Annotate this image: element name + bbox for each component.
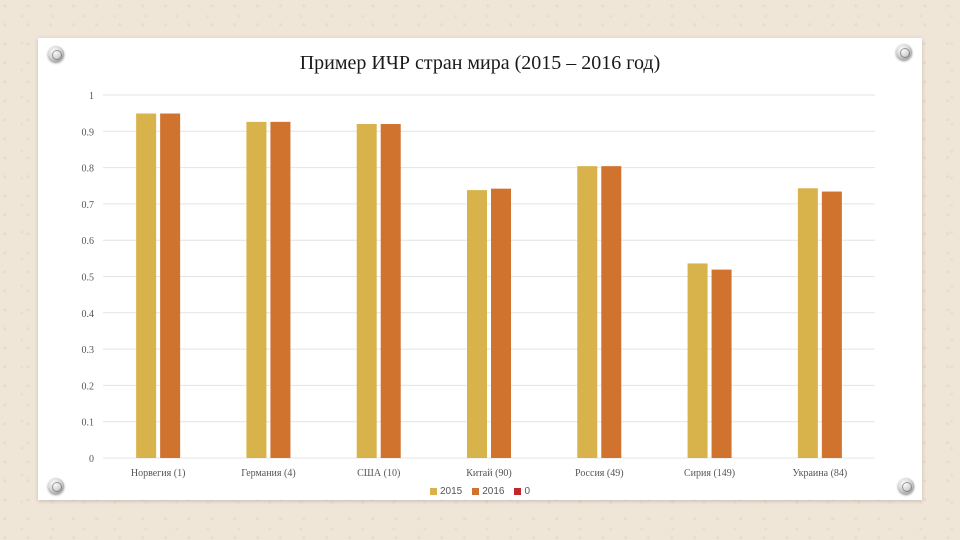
- x-tick-label: Россия (49): [575, 468, 624, 479]
- y-tick-label: 0.1: [82, 418, 95, 429]
- legend-label: 2016: [482, 486, 505, 497]
- y-tick-label: 0.2: [82, 381, 95, 392]
- chart-title: Пример ИЧР стран мира (2015 – 2016 год): [299, 52, 661, 74]
- y-tick-label: 0.7: [82, 200, 95, 211]
- bar-2015: [136, 113, 157, 458]
- x-tick-label: Сирия (149): [684, 468, 735, 479]
- legend-item: 0: [514, 486, 530, 497]
- x-tick-label: Китай (90): [466, 468, 511, 479]
- x-tick-label: США (10): [357, 468, 400, 479]
- x-tick-label: Украина (84): [792, 468, 847, 479]
- bar-2016: [711, 269, 732, 458]
- bar-2015: [797, 188, 818, 458]
- x-tick-label: Норвегия (1): [131, 468, 186, 479]
- bar-2016: [270, 121, 291, 458]
- y-tick-label: 0.9: [82, 127, 95, 138]
- y-tick-label: 0: [89, 454, 94, 465]
- bar-2015: [246, 121, 267, 458]
- legend-item: 2016: [472, 486, 504, 497]
- bar-2015: [577, 166, 598, 458]
- bar-2016: [491, 188, 511, 459]
- legend-label: 0: [524, 486, 531, 497]
- bar-2015: [687, 263, 708, 458]
- bar-2016: [821, 191, 842, 459]
- pushpin-icon: [48, 46, 64, 62]
- legend-label: 2015: [439, 486, 463, 497]
- bar-2015: [356, 124, 377, 458]
- y-tick-label: 0.8: [82, 164, 95, 175]
- pushpin-icon: [898, 478, 914, 494]
- bar-2016: [601, 166, 622, 458]
- bar-2016: [160, 113, 181, 458]
- y-tick-label: 0.5: [82, 273, 95, 284]
- chart-legend: 2015 2016 0: [0, 486, 960, 497]
- legend-item: 2015: [429, 486, 463, 497]
- legend-swatch: [472, 488, 480, 495]
- bar-2016: [380, 124, 401, 458]
- pushpin-icon: [896, 44, 912, 60]
- y-tick-label: 0.3: [82, 345, 95, 356]
- y-tick-label: 0.6: [82, 236, 95, 247]
- x-tick-label: Германия (4): [241, 468, 295, 479]
- bar-2015: [467, 190, 487, 458]
- pushpin-icon: [48, 478, 64, 494]
- legend-swatch: [514, 488, 522, 495]
- y-tick-label: 0.4: [82, 309, 95, 320]
- legend-swatch: [429, 488, 437, 495]
- y-tick-label: 1: [89, 91, 94, 102]
